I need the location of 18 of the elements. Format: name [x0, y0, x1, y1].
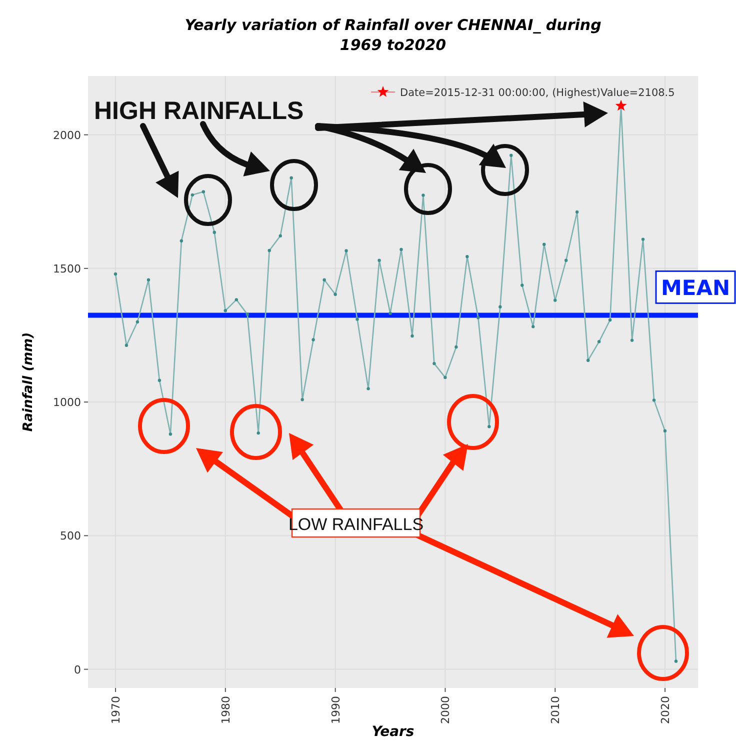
y-tick-label: 0: [74, 663, 81, 676]
x-tick-label: 1980: [219, 696, 232, 724]
chart-title: Yearly variation of Rainfall over CHENNAI_ during 1969 to2020: [184, 16, 602, 54]
x-axis-title: Years: [372, 724, 414, 740]
y-tick-label: 1500: [53, 262, 81, 276]
y-tick-label: 2000: [53, 128, 81, 142]
annotation: HIGH RAINFALLS: [94, 97, 304, 125]
y-axis-title: Rainfall (mm): [21, 332, 36, 432]
point: [615, 100, 627, 111]
legend-label: Date=2015-12-31 00:00:00, (Highest)Value=2108.5: [400, 87, 675, 99]
ref-line-label: MEAN: [660, 276, 730, 300]
x-tick-label: 1970: [110, 696, 123, 724]
y-tick-label: 1000: [53, 396, 81, 410]
x-tick-label: 2000: [439, 696, 452, 724]
x-tick-label: 2010: [549, 696, 562, 724]
y-tick-label: 500: [60, 530, 81, 543]
x-tick-label: 1990: [329, 696, 342, 724]
x-tick-label: 2020: [659, 696, 672, 724]
